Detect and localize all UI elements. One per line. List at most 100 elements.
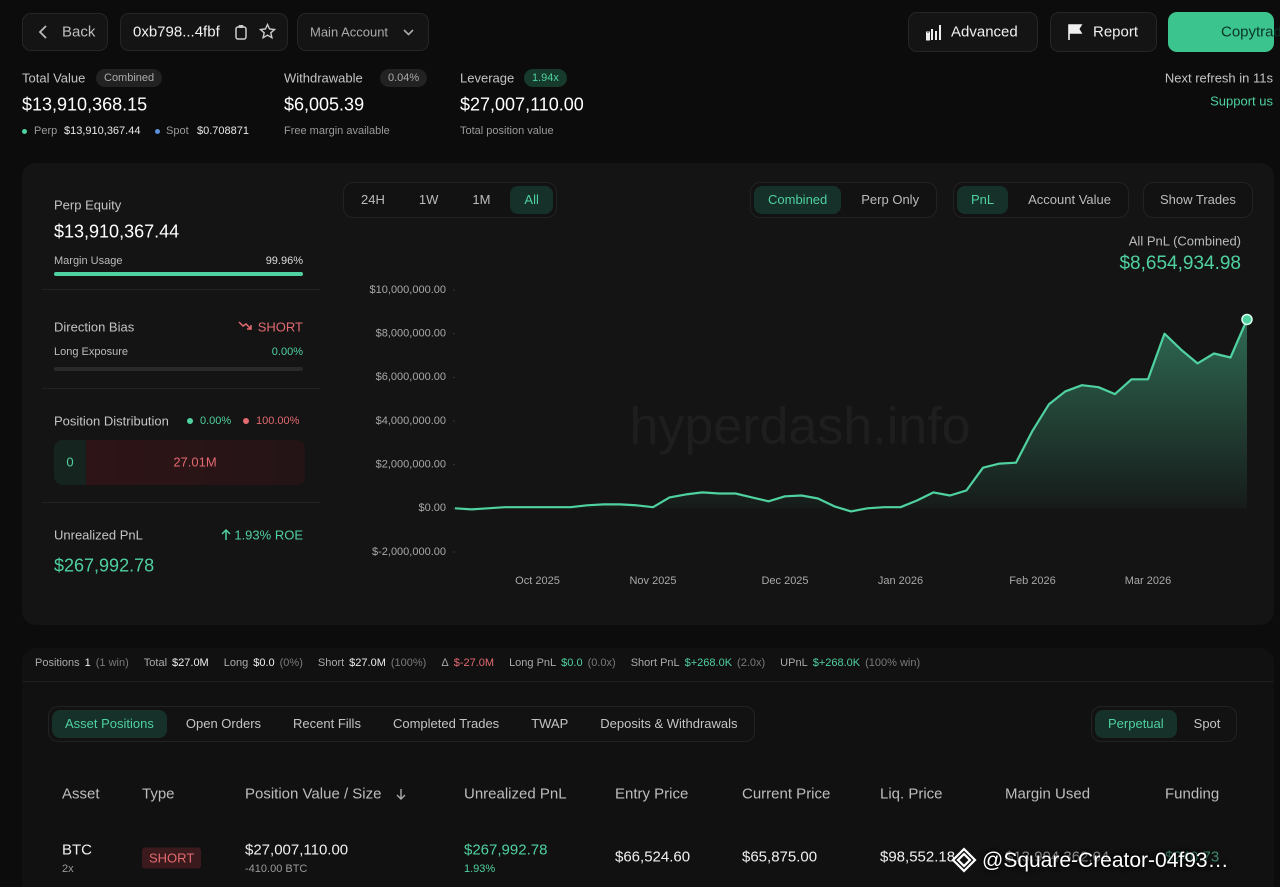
wallet-address: 0xb798...4fbf xyxy=(133,23,220,41)
pnl-line xyxy=(454,319,1249,513)
y-tick-label: $6,000,000.00 xyxy=(376,371,446,383)
pnl-area xyxy=(455,319,1247,512)
market-tab[interactable]: Spot xyxy=(1193,716,1221,731)
show-trades-button[interactable]: Show Trades xyxy=(1160,192,1236,207)
view-tab[interactable]: Combined xyxy=(754,186,842,214)
position-type: SHORT xyxy=(142,847,202,869)
y-tick-label: $10,000,000.00 xyxy=(370,284,446,296)
stat-value: $+268.0K xyxy=(812,657,861,669)
range-tab[interactable]: 1W xyxy=(418,192,439,207)
icon-path xyxy=(926,31,930,41)
range-tab[interactable]: 1M xyxy=(472,192,491,207)
column-header[interactable]: Position Value / Size xyxy=(245,785,382,803)
summary-stat: Δ $-27.0M xyxy=(441,657,494,669)
margin-usage: 99.96% xyxy=(265,255,303,267)
x-tick-label: Oct 2025 xyxy=(515,575,560,587)
metric-tabs: PnL Account Value xyxy=(953,182,1130,218)
back-button[interactable] xyxy=(22,13,108,51)
copytrade-label: Copytrade xyxy=(1221,23,1280,41)
icon-path xyxy=(951,847,977,873)
stat-label: Short xyxy=(317,657,345,669)
section-tab[interactable]: Open Orders xyxy=(185,716,262,731)
range-tab[interactable]: All xyxy=(510,186,553,214)
x-tick-label: Jan 2026 xyxy=(878,575,923,587)
withdrawable-value: $6,005.39 xyxy=(284,94,365,115)
star-icon xyxy=(258,22,277,40)
withdrawable-badge: 0.04% xyxy=(380,69,428,87)
divider xyxy=(42,388,320,389)
copy-icon xyxy=(235,25,247,40)
chart-watermark: hyperdash.info xyxy=(629,398,970,456)
stat-note: (0.0x) xyxy=(587,657,616,669)
perp-label: Perp xyxy=(34,125,58,137)
column-header: Margin Used xyxy=(1005,785,1091,803)
icon-path xyxy=(1068,24,1083,40)
stat-value: $0.0 xyxy=(253,657,275,669)
column-header: Entry Price xyxy=(615,785,689,803)
market-tab[interactable]: Perpetual xyxy=(1095,710,1177,738)
section-tab[interactable]: Recent Fills xyxy=(293,716,361,731)
view-tab[interactable]: Perp Only xyxy=(861,192,920,207)
copytrade-button[interactable] xyxy=(1168,12,1274,52)
stat-value: $27.0M xyxy=(349,657,386,669)
section-tab[interactable]: TWAP xyxy=(531,716,569,731)
distribution-long-bar xyxy=(54,440,86,485)
margin-usage-bar xyxy=(54,272,303,276)
advanced-icon xyxy=(926,25,941,41)
icon-path xyxy=(221,528,231,540)
stat-label: Positions xyxy=(35,657,80,669)
perp-equity: $13,910,367.44 xyxy=(54,221,180,242)
upnl-label: Unrealized PnL xyxy=(54,527,143,543)
metric-tab[interactable]: PnL xyxy=(957,186,1009,214)
unrealized-pnl: $267,992.78 xyxy=(464,841,548,859)
latest-point xyxy=(1241,313,1253,326)
withdrawable-note: Free margin available xyxy=(284,125,390,137)
stat-label: Short PnL xyxy=(630,657,680,669)
leverage-note: Total position value xyxy=(460,125,554,137)
summary-stat: Short PnL $+268.0K (2.0x) xyxy=(631,657,765,669)
short-dot xyxy=(243,418,249,424)
stat-label: UPnL xyxy=(780,657,808,669)
positions-panel xyxy=(22,648,1274,887)
leverage-label: Leverage xyxy=(460,70,515,86)
support-link[interactable]: Support us xyxy=(1210,93,1273,109)
icon-path xyxy=(238,321,252,330)
total-value: $13,910,368.15 xyxy=(22,94,148,115)
report-button[interactable] xyxy=(1050,12,1157,52)
trend-down-icon xyxy=(238,321,252,330)
stat-note: (100% win) xyxy=(865,657,921,669)
section-tab[interactable]: Asset Positions xyxy=(52,710,167,738)
icon-path xyxy=(403,29,414,36)
total-value-label: Total Value xyxy=(22,70,86,86)
report-label: Report xyxy=(1093,23,1139,41)
distribution-long-value: 0 xyxy=(66,454,74,470)
select-chevron xyxy=(403,29,414,36)
x-tick-label: Mar 2026 xyxy=(1125,575,1171,587)
stat-value: $-27.0M xyxy=(453,657,495,669)
column-header: Liq. Price xyxy=(880,785,943,803)
roe: 1.93% xyxy=(464,863,496,875)
summary-stat: Long PnL $0.0 (0.0x) xyxy=(509,657,616,669)
stat-note: (0%) xyxy=(279,657,303,669)
perp-dot xyxy=(22,129,27,134)
refresh-note: Next refresh in 11s xyxy=(1164,70,1273,86)
metric-tab[interactable]: Account Value xyxy=(1028,192,1112,207)
y-tick-label: $4,000,000.00 xyxy=(376,415,446,427)
margin-used: $13,904,362.04 xyxy=(1005,848,1110,866)
sort-icon xyxy=(396,789,406,800)
perp-value: $13,910,367.44 xyxy=(64,125,141,137)
section-tab[interactable]: Completed Trades xyxy=(392,716,500,731)
range-tabs: 24H 1W 1M All xyxy=(343,182,557,218)
overlay-logo xyxy=(951,847,977,873)
leverage: 2x xyxy=(62,863,74,875)
summary-stat: Long $0.0 (0%) xyxy=(224,657,303,669)
icon-path xyxy=(235,26,247,40)
upnl-roe: 1.93% ROE xyxy=(234,527,303,543)
column-header: Asset xyxy=(62,785,100,803)
y-tick-label: $2,000,000.00 xyxy=(376,459,446,471)
range-tab[interactable]: 24H xyxy=(361,192,385,207)
summary-stat: Short $27.0M (100%) xyxy=(318,657,426,669)
section-tab[interactable]: Deposits & Withdrawals xyxy=(600,716,738,731)
stat-label: Long PnL xyxy=(509,657,557,669)
